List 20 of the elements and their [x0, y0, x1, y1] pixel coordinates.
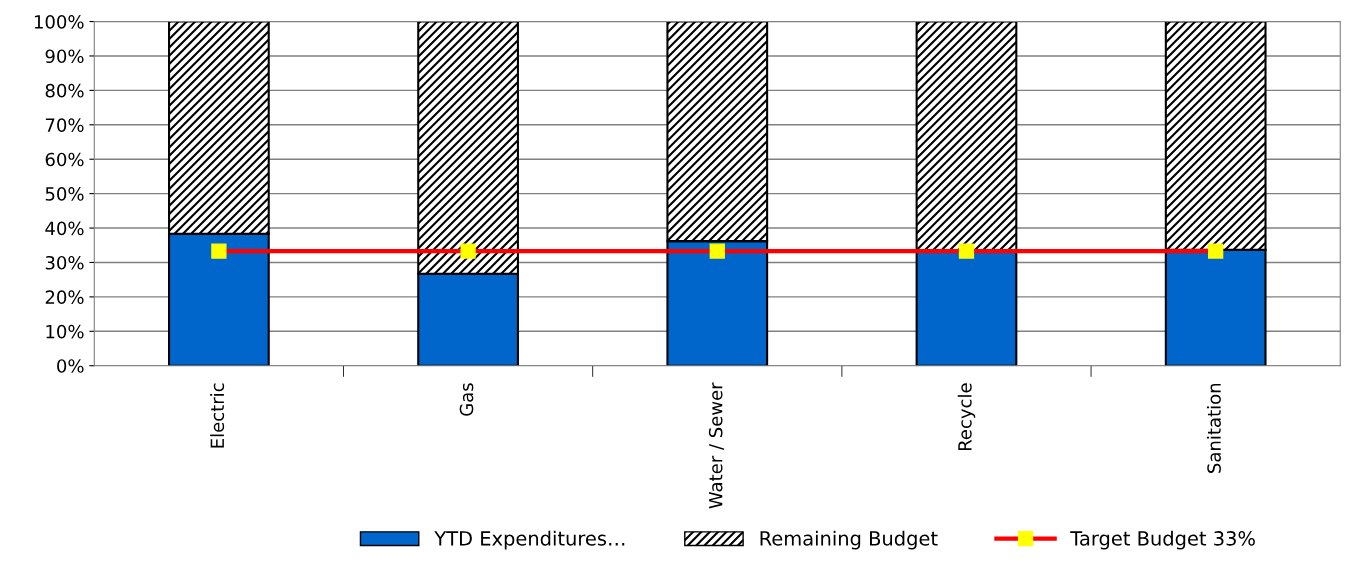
y-tick-label: 80% [45, 83, 84, 98]
x-tick-label: Sanitation [1206, 383, 1221, 473]
x-tick-label: Recycle [957, 383, 976, 451]
x-tick-label: Electric [210, 383, 225, 448]
y-tick-label: 30% [45, 255, 84, 270]
legend-label: Remaining Budget [760, 530, 938, 550]
x-tick-label: Gas [459, 383, 474, 416]
legend-label: YTD Expenditures… [434, 530, 625, 550]
y-tick-label: 40% [45, 221, 84, 236]
y-tick-label: 60% [45, 152, 84, 167]
legend-label: Target Budget 33% [1070, 530, 1255, 550]
x-tick-label: Water / Sewer [708, 382, 724, 509]
bar [915, 21, 1018, 252]
y-tick-label: 50% [45, 187, 84, 201]
y-tick-label: 0% [57, 359, 84, 373]
y-tick-label: 10% [46, 324, 84, 339]
y-tick-label: 100% [34, 15, 84, 29]
y-tick-label: 20% [45, 290, 84, 304]
y-tick-label: 90% [45, 49, 84, 64]
y-tick-label: 70% [45, 118, 84, 132]
